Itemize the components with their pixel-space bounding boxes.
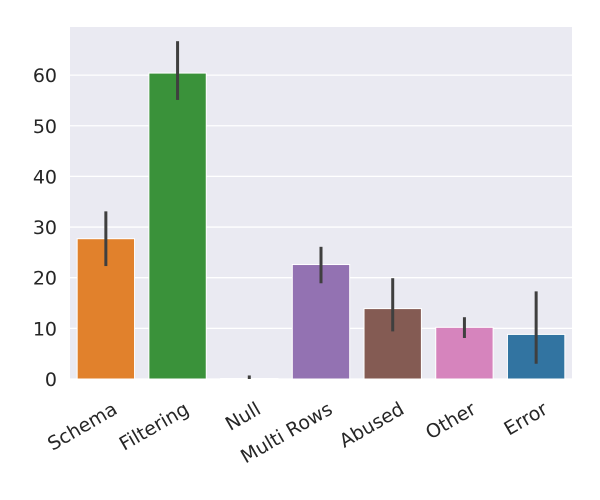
y-tick-label: 40 [33, 166, 57, 188]
error-bars [104, 41, 538, 379]
y-tick-label: 60 [33, 65, 57, 87]
x-tick-label: Filtering [116, 398, 193, 455]
y-tick-label: 20 [33, 268, 57, 290]
x-tick-label: Null [222, 398, 265, 435]
y-axis-ticks: 0 10 20 30 40 50 60 [33, 65, 57, 391]
x-tick-label: Error [500, 398, 551, 440]
y-tick-label: 50 [33, 116, 57, 138]
bar-multi-rows [291, 264, 351, 380]
x-tick-label: Abused [336, 398, 408, 452]
y-tick-label: 10 [33, 318, 57, 340]
x-tick-label: Schema [44, 398, 121, 455]
x-tick-label: Other [422, 398, 480, 444]
y-tick-label: 30 [33, 217, 57, 239]
bar-filtering [148, 72, 207, 380]
y-tick-label: 0 [45, 369, 57, 391]
bar-abused [363, 308, 422, 380]
